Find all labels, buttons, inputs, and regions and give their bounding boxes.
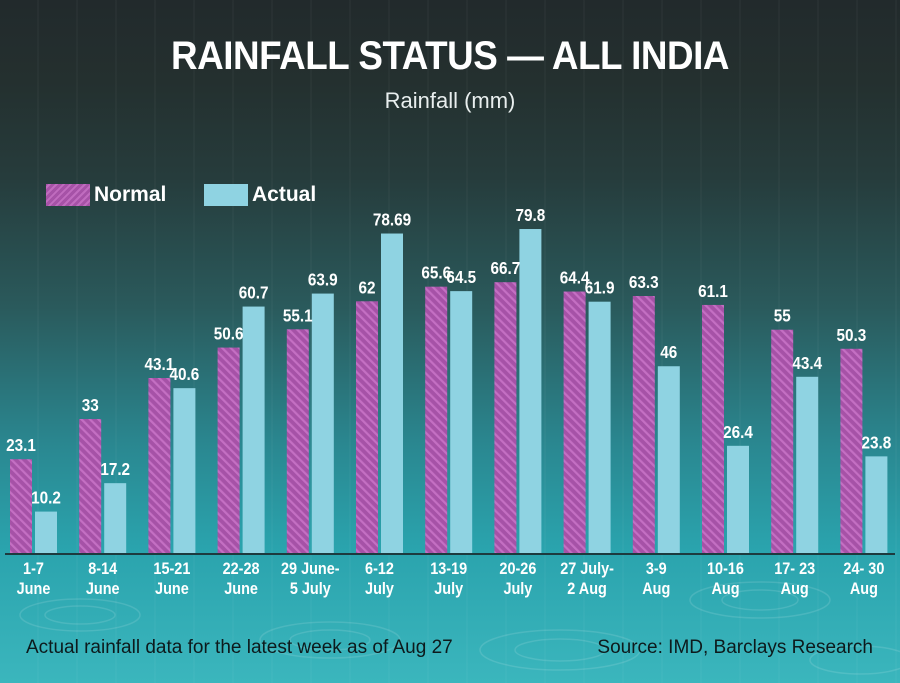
x-tick-label: July (503, 580, 532, 598)
value-label-normal: 50.3 (837, 325, 867, 345)
value-label-normal: 66.7 (491, 258, 521, 278)
x-tick-label: 1-7 (23, 560, 44, 578)
bar-normal (217, 347, 240, 553)
x-tick-label: 10-16 (707, 560, 744, 578)
legend-item-normal: Normal (46, 183, 166, 207)
value-label-actual: 64.5 (446, 267, 476, 287)
value-label-actual: 26.4 (723, 422, 753, 442)
value-label-actual: 79.8 (516, 205, 546, 225)
x-tick-label: 27 July- (560, 560, 614, 578)
bar-actual (796, 376, 819, 553)
x-tick-label: 17- 23 (774, 560, 815, 578)
x-tick-label: 2 Aug (567, 580, 607, 598)
x-tick-label: 5 July (290, 580, 331, 598)
legend-item-actual: Actual (204, 183, 316, 207)
bar-actual (242, 306, 265, 553)
bar-normal (771, 329, 794, 553)
x-tick-label: June (86, 580, 120, 598)
value-label-actual: 60.7 (239, 282, 269, 302)
value-label-normal: 61.1 (698, 281, 728, 301)
bar-normal (79, 419, 102, 553)
legend-swatch-normal (46, 184, 90, 206)
bar-normal (632, 296, 655, 553)
x-tick-label: 8-14 (88, 560, 117, 578)
bar-actual (173, 388, 196, 553)
value-label-actual: 78.69 (373, 209, 411, 229)
x-tick-label: Aug (781, 580, 809, 598)
bar-normal (10, 459, 32, 553)
bar-actual (311, 293, 334, 553)
value-label-normal: 33 (82, 395, 99, 415)
bar-actual (450, 291, 473, 553)
bar-actual (519, 229, 542, 553)
legend-label-actual: Actual (252, 183, 317, 206)
value-label-actual: 23.8 (862, 432, 892, 452)
x-tick-label: July (434, 580, 463, 598)
bar-actual (865, 456, 888, 553)
value-label-normal: 55 (774, 306, 791, 326)
x-tick-label: Aug (711, 580, 739, 598)
bar-normal (563, 291, 586, 553)
value-label-normal: 23.1 (6, 435, 36, 455)
x-tick-label: 15-21 (153, 560, 190, 578)
value-label-normal: 64.4 (560, 267, 590, 287)
bar-normal (425, 286, 448, 553)
value-label-actual: 61.9 (585, 278, 615, 298)
value-label-actual: 63.9 (308, 269, 338, 289)
x-tick-label: 24- 30 (843, 560, 884, 578)
x-tick-label: June (224, 580, 258, 598)
source-credit: Source: IMD, Barclays Research (597, 637, 873, 658)
legend-label-normal: Normal (94, 183, 167, 206)
x-tick-label: June (17, 580, 51, 598)
footer-note: Actual rainfall data for the latest week… (26, 637, 453, 658)
x-tick-label: Aug (642, 580, 670, 598)
x-tick-label: Aug (850, 580, 878, 598)
bar-normal (286, 329, 309, 553)
value-label-normal: 65.6 (421, 263, 451, 283)
bar-normal (840, 348, 863, 553)
bar-actual (381, 233, 403, 553)
x-tick-label: 22-28 (223, 560, 260, 578)
value-label-actual: 40.6 (170, 364, 200, 384)
bar-actual (727, 445, 749, 553)
bar-normal (702, 304, 724, 553)
chart-title: RAINFALL STATUS — ALL INDIA (171, 34, 729, 78)
x-tick-label: 29 June- (281, 560, 340, 578)
x-tick-label: 20-26 (499, 560, 536, 578)
value-label-normal: 55.1 (283, 305, 313, 325)
x-tick-label: July (365, 580, 394, 598)
bar-actual (657, 366, 680, 553)
x-tick-label: 6-12 (365, 560, 394, 578)
x-tick-label: June (155, 580, 189, 598)
value-label-actual: 43.4 (792, 353, 822, 373)
bar-normal (494, 282, 517, 553)
bar-actual (588, 301, 611, 553)
x-tick-label: 13-19 (430, 560, 467, 578)
value-label-normal: 50.6 (214, 323, 244, 343)
bar-actual (35, 511, 57, 553)
bar-normal (356, 301, 378, 553)
value-label-normal: 43.1 (145, 354, 175, 374)
bar-actual (104, 483, 127, 553)
value-label-actual: 46 (660, 342, 677, 362)
x-tick-label: 3-9 (646, 560, 667, 578)
chart-subtitle: Rainfall (mm) (384, 88, 516, 113)
legend-swatch-actual (204, 184, 248, 206)
bar-normal (148, 378, 171, 553)
value-label-normal: 63.3 (629, 272, 659, 292)
value-label-actual: 10.2 (31, 487, 61, 507)
value-label-normal: 62 (358, 277, 375, 297)
value-label-actual: 17.2 (100, 459, 130, 479)
